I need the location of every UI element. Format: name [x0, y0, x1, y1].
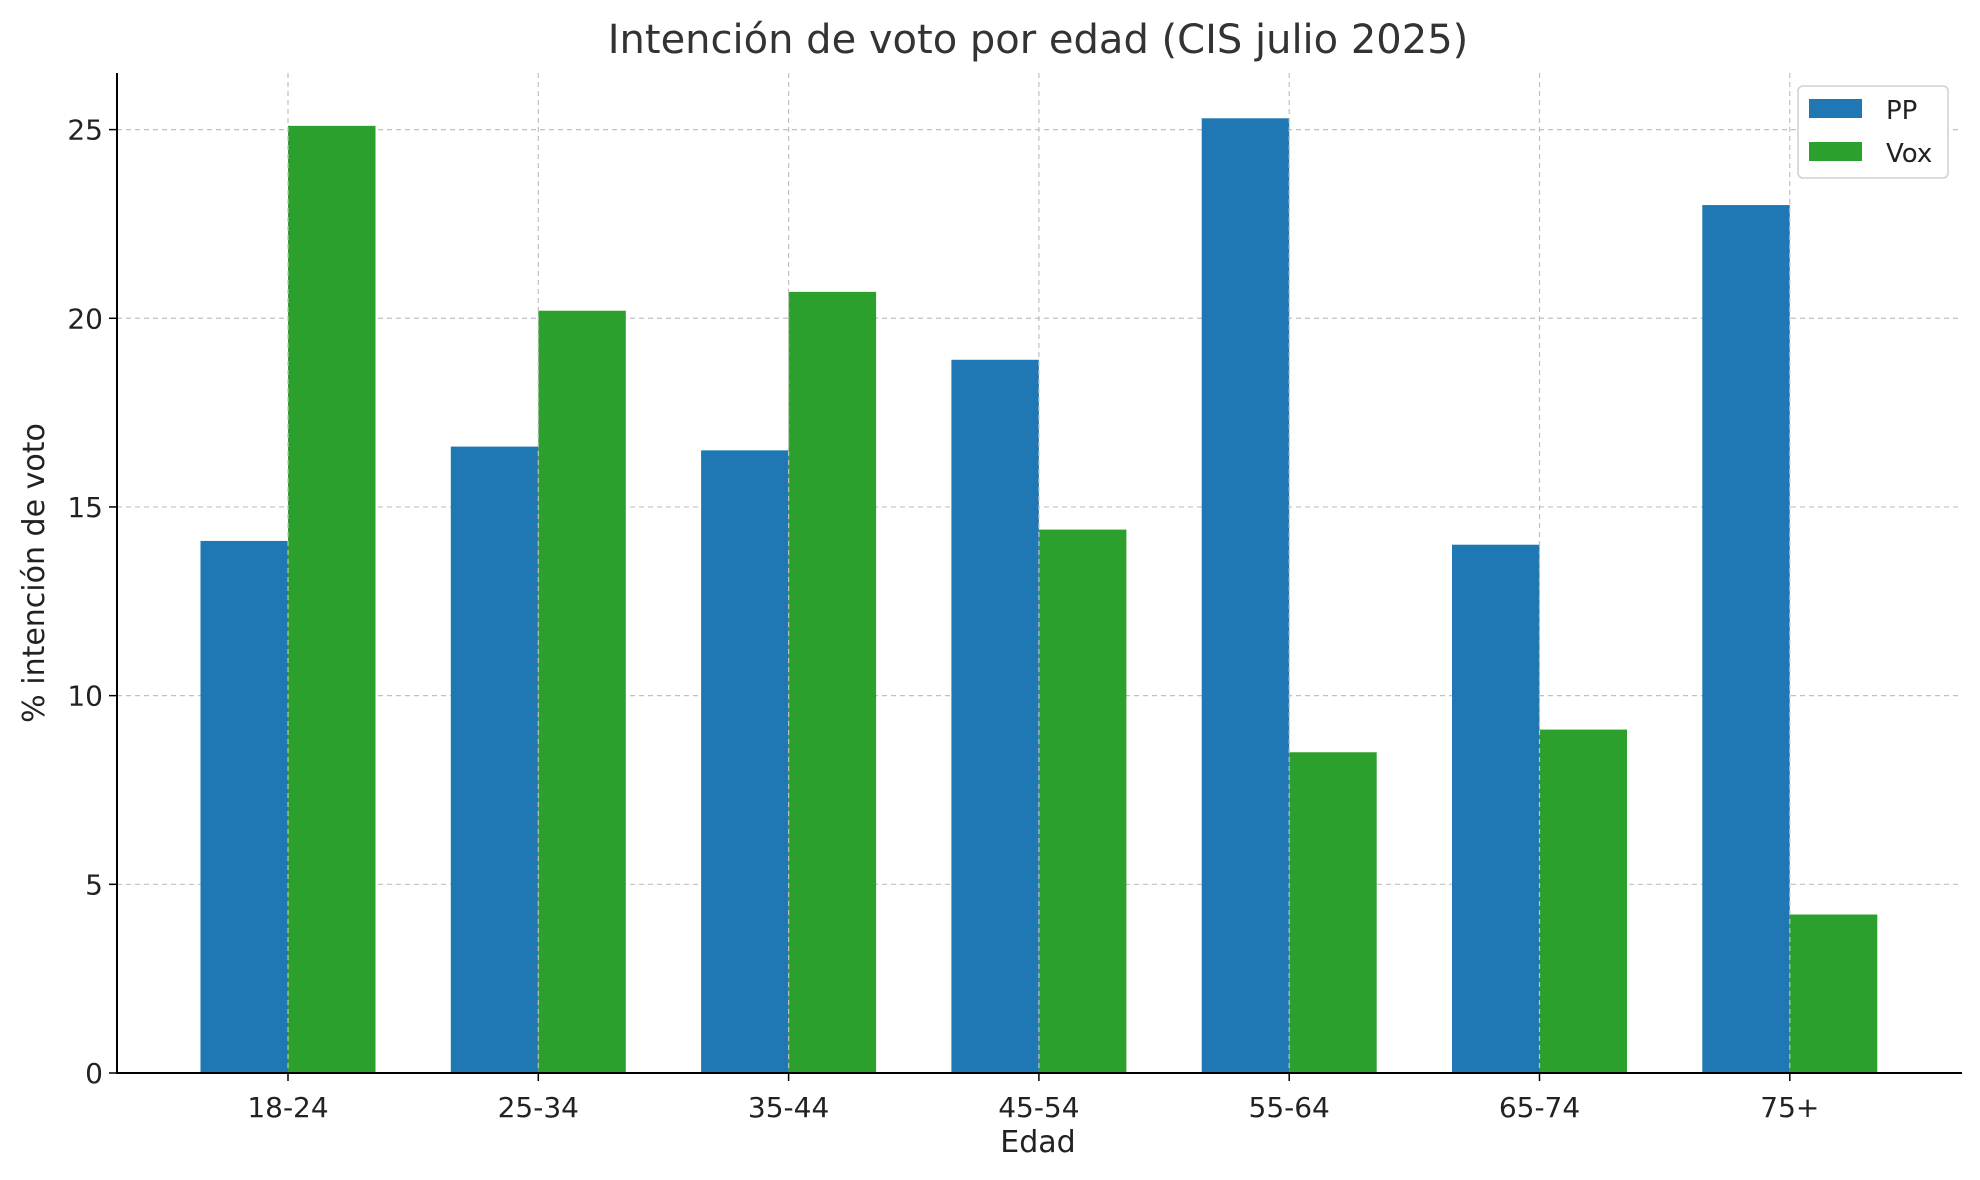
x-tick-label: 25-34 [498, 1091, 579, 1124]
x-tick-labels: 18-24 25-34 35-44 45-54 55-64 65-74 75+ [247, 1073, 1819, 1124]
x-axis-label: Edad [1000, 1125, 1075, 1160]
bar-vox-55-64 [1289, 752, 1377, 1073]
bar-vox-65-74 [1539, 729, 1627, 1073]
bar-pp-75+ [1702, 205, 1790, 1074]
bar-vox-35-44 [788, 291, 877, 1073]
y-axis-label: % intención de voto [17, 423, 52, 723]
y-tick-label: 0 [85, 1057, 103, 1090]
x-tick-label: 55-64 [1249, 1091, 1330, 1124]
legend-label-pp: PP [1886, 96, 1917, 126]
bar-pp-55-64 [1201, 118, 1290, 1073]
x-tick-label: 18-24 [247, 1091, 328, 1124]
bar-vox-45-54 [1038, 529, 1127, 1073]
y-tick-label: 20 [67, 302, 103, 335]
y-tick-label: 5 [85, 868, 103, 901]
legend: PP Vox [1797, 85, 1949, 179]
x-tick-label: 45-54 [998, 1091, 1079, 1124]
legend-swatch-vox [1809, 142, 1862, 161]
bars [200, 118, 1878, 1074]
y-tick-label: 10 [67, 680, 103, 713]
bar-pp-65-74 [1452, 544, 1540, 1073]
y-tick-label: 15 [67, 491, 103, 524]
bar-pp-45-54 [951, 359, 1039, 1073]
bar-vox-25-34 [538, 310, 626, 1073]
bar-pp-18-24 [200, 540, 288, 1073]
legend-swatch-pp [1809, 99, 1862, 118]
bar-vox-75+ [1789, 914, 1878, 1073]
bar-vox-18-24 [288, 125, 376, 1073]
y-tick-label: 25 [67, 114, 103, 147]
bar-pp-35-44 [701, 450, 789, 1073]
x-tick-label: 75+ [1760, 1091, 1819, 1124]
x-tick-label: 35-44 [748, 1091, 829, 1124]
bar-pp-25-34 [450, 446, 539, 1073]
legend-label-vox: Vox [1886, 139, 1932, 169]
y-tick-labels: 0 5 10 15 20 25 [67, 114, 117, 1090]
chart-title: Intención de voto por edad (CIS julio 20… [608, 17, 1469, 63]
x-grid-lines [287, 73, 1791, 1073]
x-tick-label: 65-74 [1499, 1091, 1580, 1124]
